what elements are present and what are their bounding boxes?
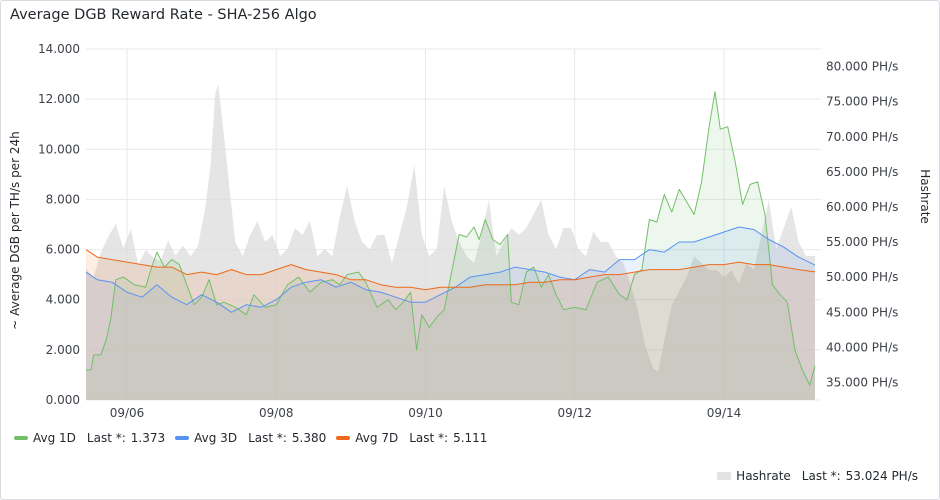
legend-label: Avg 3D	[194, 431, 238, 445]
legend-swatch-avg-7d	[336, 436, 351, 440]
legend-item-avg-1d[interactable]: Avg 1D Last *: 1.373	[14, 431, 165, 445]
legend-last-value: 5.111	[453, 431, 488, 445]
legend-label: Avg 7D	[355, 431, 399, 445]
legend: Avg 1D Last *: 1.373 Avg 3D Last *: 5.38…	[14, 431, 487, 445]
legend-item-hashrate[interactable]: Hashrate Last *: 53.024 PH/s	[717, 469, 918, 483]
y2-tick-label: 70.000 PH/s	[826, 130, 898, 144]
legend-last-value: 5.380	[291, 431, 327, 445]
series-area-avg-1d	[86, 91, 815, 400]
y2-tick-label: 35.000 PH/s	[826, 375, 898, 389]
legend-swatch-hashrate	[717, 472, 732, 480]
x-tick-label: 09/08	[259, 406, 294, 420]
legend-item-avg-3d[interactable]: Avg 3D Last *: 5.380	[175, 431, 326, 445]
y-tick-label: 4.000	[46, 293, 80, 307]
y2-tick-label: 45.000 PH/s	[826, 305, 898, 319]
series-line-avg-1d	[86, 91, 816, 386]
panel-title[interactable]: Average DGB Reward Rate - SHA-256 Algo	[10, 7, 317, 23]
series-area-avg-7d	[86, 249, 815, 400]
series-area-avg-3d	[86, 227, 815, 400]
legend-last-value: 1.373	[130, 431, 166, 445]
y-tick-label: 14.000	[38, 42, 80, 56]
legend-last-label: Last *:	[248, 431, 287, 445]
legend-swatch-avg-1d	[14, 436, 28, 440]
axes: 0.000 2.000 4.000 6.000 8.000 10.000 12.000 14.…	[8, 42, 932, 420]
legend-last-label: Last *:	[801, 469, 841, 483]
y-tick-label: 8.000	[46, 192, 80, 206]
y-tick-label: 0.000	[46, 393, 80, 407]
y-tick-label: 10.000	[38, 142, 80, 156]
y2-tick-label: 40.000 PH/s	[826, 340, 898, 354]
x-tick-label: 09/12	[557, 406, 592, 420]
y-tick-label: 6.000	[46, 243, 80, 257]
y2-tick-label: 60.000 PH/s	[826, 200, 898, 214]
legend-last-label: Last *:	[409, 431, 449, 445]
y2-axis-title: Hashrate	[918, 169, 932, 224]
y2-tick-label: 80.000 PH/s	[826, 60, 898, 74]
y2-tick-label: 55.000 PH/s	[826, 235, 898, 249]
x-tick-label: 09/06	[110, 406, 145, 420]
legend-swatch-avg-3d	[175, 436, 190, 440]
series-lines	[85, 91, 816, 386]
y2-tick-label: 75.000 PH/s	[826, 95, 898, 109]
legend-item-avg-7d[interactable]: Avg 7D Last *: 5.111	[336, 431, 487, 445]
series-line-avg-3d	[85, 226, 816, 313]
legend-last-label: Last *:	[86, 431, 126, 445]
legend-last-value: 53.024 PH/s	[845, 469, 918, 483]
legend-label: Hashrate	[736, 469, 791, 483]
legend-label: Avg 1D	[33, 431, 76, 445]
x-tick-label: 09/14	[707, 406, 742, 420]
y2-tick-label: 65.000 PH/s	[826, 165, 898, 179]
series-areas	[86, 84, 815, 400]
series-line-avg-7d	[85, 249, 816, 291]
y-tick-label: 12.000	[38, 92, 80, 106]
x-tick-label: 09/10	[408, 406, 443, 420]
y-axis-title: ~ Average DGB per TH/s per 24h	[8, 131, 22, 329]
series-area-hashrate	[86, 84, 815, 400]
y2-tick-label: 50.000 PH/s	[826, 270, 898, 284]
y-tick-label: 2.000	[46, 343, 80, 357]
